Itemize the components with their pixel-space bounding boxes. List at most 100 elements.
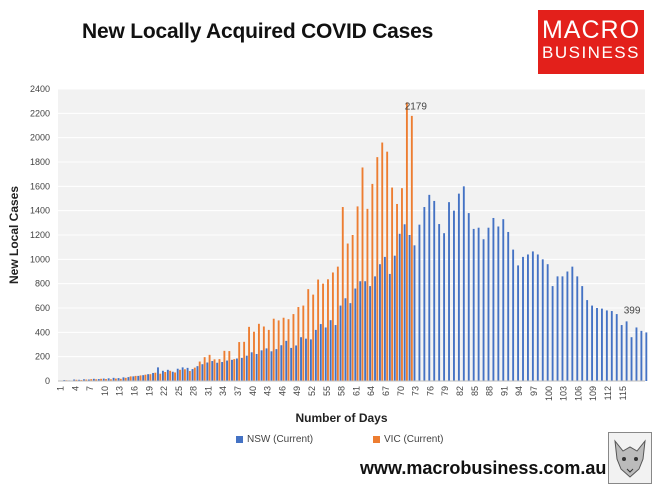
bar-vic bbox=[396, 203, 398, 381]
bar-nsw bbox=[492, 217, 495, 381]
x-tick-label: 19 bbox=[144, 386, 154, 396]
bar-vic bbox=[272, 318, 275, 381]
bar-nsw bbox=[413, 245, 416, 381]
bar-vic bbox=[401, 188, 403, 381]
x-tick-label: 1 bbox=[55, 386, 65, 391]
x-tick-label: 61 bbox=[351, 386, 361, 396]
bar-vic bbox=[193, 367, 196, 381]
bar-nsw bbox=[546, 264, 549, 381]
x-tick-label: 97 bbox=[529, 386, 539, 396]
bar-nsw bbox=[364, 281, 367, 381]
legend-label-vic: VIC (Current) bbox=[384, 434, 444, 445]
bar-nsw bbox=[319, 324, 322, 381]
legend-item-vic: VIC (Current) bbox=[373, 434, 443, 445]
bar-nsw bbox=[522, 256, 524, 381]
x-axis-title: Number of Days bbox=[295, 411, 387, 425]
bar-vic bbox=[100, 378, 103, 381]
bar-nsw bbox=[226, 360, 228, 381]
bar-vic bbox=[292, 314, 295, 381]
x-tick-label: 4 bbox=[70, 386, 80, 391]
bar-nsw bbox=[566, 271, 569, 381]
wolf-logo-image bbox=[608, 432, 652, 484]
x-tick-label: 49 bbox=[292, 386, 302, 396]
bar-nsw bbox=[314, 329, 317, 381]
x-tick-label: 28 bbox=[189, 386, 199, 396]
bar-vic bbox=[144, 374, 147, 381]
bar-nsw bbox=[107, 378, 110, 381]
bar-nsw bbox=[250, 352, 253, 381]
x-tick-label: 73 bbox=[411, 386, 421, 396]
bar-nsw bbox=[309, 339, 312, 381]
bar-nsw bbox=[186, 367, 189, 381]
bar-nsw bbox=[97, 379, 100, 381]
bar-nsw bbox=[487, 227, 490, 381]
y-axis-title: New Local Cases bbox=[7, 186, 21, 284]
bar-nsw bbox=[339, 305, 342, 381]
macrobusiness-logo: MACRO BUSINESS bbox=[538, 10, 644, 74]
y-tick-label: 2200 bbox=[30, 108, 50, 118]
bar-nsw bbox=[551, 286, 554, 381]
bar-nsw bbox=[305, 338, 307, 381]
x-tick-label: 13 bbox=[115, 386, 125, 396]
y-tick-label: 1600 bbox=[30, 181, 50, 191]
x-tick-label: 46 bbox=[277, 386, 287, 396]
bar-nsw bbox=[161, 370, 164, 381]
data-label: 399 bbox=[624, 305, 641, 316]
bar-nsw bbox=[349, 303, 352, 381]
x-tick-label: 31 bbox=[203, 386, 213, 396]
x-tick-label: 70 bbox=[396, 386, 406, 396]
bar-nsw bbox=[645, 332, 648, 381]
bar-nsw bbox=[265, 348, 268, 381]
bar-nsw bbox=[448, 202, 450, 381]
bar-nsw bbox=[176, 368, 179, 381]
bar-nsw bbox=[482, 239, 485, 381]
bar-vic bbox=[198, 361, 201, 381]
bar-nsw bbox=[157, 367, 159, 381]
bar-vic bbox=[366, 208, 369, 381]
bar-nsw bbox=[374, 276, 376, 381]
bar-nsw bbox=[531, 251, 534, 381]
bar-vic bbox=[327, 279, 329, 381]
x-tick-label: 34 bbox=[218, 386, 228, 396]
bar-nsw bbox=[166, 369, 169, 381]
bar-nsw bbox=[433, 200, 436, 381]
bar-vic bbox=[213, 359, 216, 381]
bar-vic bbox=[109, 379, 112, 381]
bar-vic bbox=[341, 207, 344, 381]
bar-vic bbox=[90, 379, 93, 381]
bar-nsw bbox=[344, 298, 347, 381]
bar-vic bbox=[243, 341, 246, 381]
x-tick-label: 58 bbox=[337, 386, 347, 396]
bar-vic bbox=[75, 379, 78, 381]
x-tick-label: 79 bbox=[440, 386, 450, 396]
bar-nsw bbox=[507, 231, 510, 381]
x-tick-label: 67 bbox=[381, 386, 391, 396]
bar-vic bbox=[233, 359, 236, 381]
bar-nsw bbox=[403, 224, 406, 381]
x-tick-label: 25 bbox=[174, 386, 184, 396]
legend-item-nsw: NSW (Current) bbox=[236, 434, 313, 445]
bar-vic bbox=[361, 167, 364, 381]
bar-vic bbox=[203, 357, 206, 381]
y-tick-label: 800 bbox=[35, 279, 50, 289]
bar-nsw bbox=[280, 345, 283, 381]
bar-nsw bbox=[443, 233, 446, 381]
data-label: 2179 bbox=[405, 101, 428, 112]
bar-nsw bbox=[231, 359, 233, 381]
bar-vic bbox=[317, 279, 320, 381]
bar-nsw bbox=[586, 300, 589, 381]
bar-nsw bbox=[181, 367, 184, 381]
bar-nsw bbox=[502, 219, 505, 381]
bar-nsw bbox=[527, 254, 529, 381]
bar-nsw bbox=[240, 357, 243, 381]
x-tick-label: 43 bbox=[263, 386, 273, 396]
bar-vic bbox=[253, 331, 255, 381]
bar-nsw bbox=[142, 375, 145, 381]
bar-vic bbox=[188, 371, 191, 381]
bar-nsw bbox=[497, 226, 500, 381]
bar-nsw bbox=[137, 375, 140, 381]
bar-nsw bbox=[127, 377, 130, 381]
bar-nsw bbox=[576, 276, 579, 381]
bar-nsw bbox=[630, 337, 633, 381]
legend-swatch-vic bbox=[373, 435, 380, 443]
